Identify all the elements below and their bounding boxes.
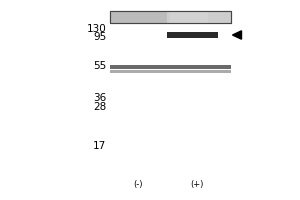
Text: 28: 28	[93, 102, 106, 112]
Bar	[167, 32, 218, 38]
Text: 36: 36	[93, 93, 106, 103]
Bar	[110, 11, 166, 23]
Bar	[110, 65, 231, 69]
Bar	[169, 11, 208, 23]
Text: 95: 95	[93, 32, 106, 42]
Text: (+): (+)	[190, 181, 203, 190]
Text: 17: 17	[93, 141, 106, 151]
Bar	[110, 11, 231, 23]
Bar	[110, 11, 231, 23]
Text: 130: 130	[87, 24, 106, 34]
Text: (-): (-)	[133, 181, 143, 190]
Bar	[167, 11, 231, 23]
Polygon shape	[232, 31, 242, 39]
Text: 55: 55	[93, 61, 106, 71]
Bar	[110, 70, 231, 73]
